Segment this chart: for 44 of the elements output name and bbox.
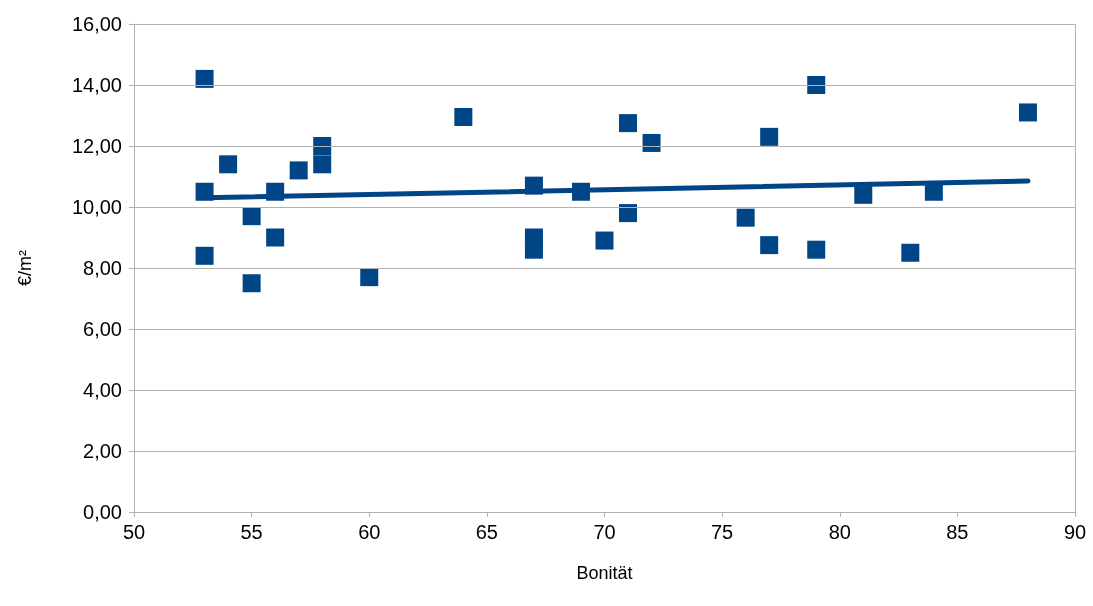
x-tick-label: 50 xyxy=(122,521,146,543)
point xyxy=(289,161,308,180)
y-tick-label: 12,00 xyxy=(71,135,122,157)
point xyxy=(524,240,543,259)
point xyxy=(854,185,873,204)
y-axis-title: €/m² xyxy=(15,249,35,286)
point xyxy=(242,274,261,293)
point xyxy=(760,127,779,146)
point xyxy=(195,69,214,88)
x-tick-label: 90 xyxy=(1063,521,1087,543)
point xyxy=(595,231,614,250)
point xyxy=(1018,103,1037,122)
point xyxy=(242,207,261,226)
x-tick-label: 65 xyxy=(475,521,498,543)
y-tick-label: 16,00 xyxy=(71,13,122,35)
point xyxy=(360,268,379,287)
y-tick-label: 4,00 xyxy=(83,379,122,401)
x-tick-label: 75 xyxy=(711,521,734,543)
x-tick-label: 85 xyxy=(946,521,969,543)
point xyxy=(736,208,755,227)
x-tick-label: 60 xyxy=(358,521,381,543)
point xyxy=(619,114,638,133)
point xyxy=(195,246,214,265)
y-tick-label: 14,00 xyxy=(71,74,122,96)
point xyxy=(454,108,473,127)
y-tick-label: 2,00 xyxy=(83,440,122,462)
point xyxy=(219,155,238,174)
point xyxy=(266,228,285,247)
y-tick-label: 10,00 xyxy=(71,196,122,218)
y-tick-label: 8,00 xyxy=(83,257,122,279)
point xyxy=(619,204,638,223)
point xyxy=(807,240,826,259)
x-tick-label: 55 xyxy=(240,521,263,543)
y-tick-label: 0,00 xyxy=(83,501,122,523)
x-tick-label: 80 xyxy=(828,521,851,543)
point xyxy=(313,155,332,174)
x-tick-label: 70 xyxy=(593,521,616,543)
point xyxy=(901,243,920,262)
point xyxy=(760,236,779,255)
x-axis-title: Bonität xyxy=(576,563,633,583)
point xyxy=(313,137,332,155)
y-tick-label: 6,00 xyxy=(83,318,122,340)
point xyxy=(807,76,826,94)
point xyxy=(642,133,661,152)
